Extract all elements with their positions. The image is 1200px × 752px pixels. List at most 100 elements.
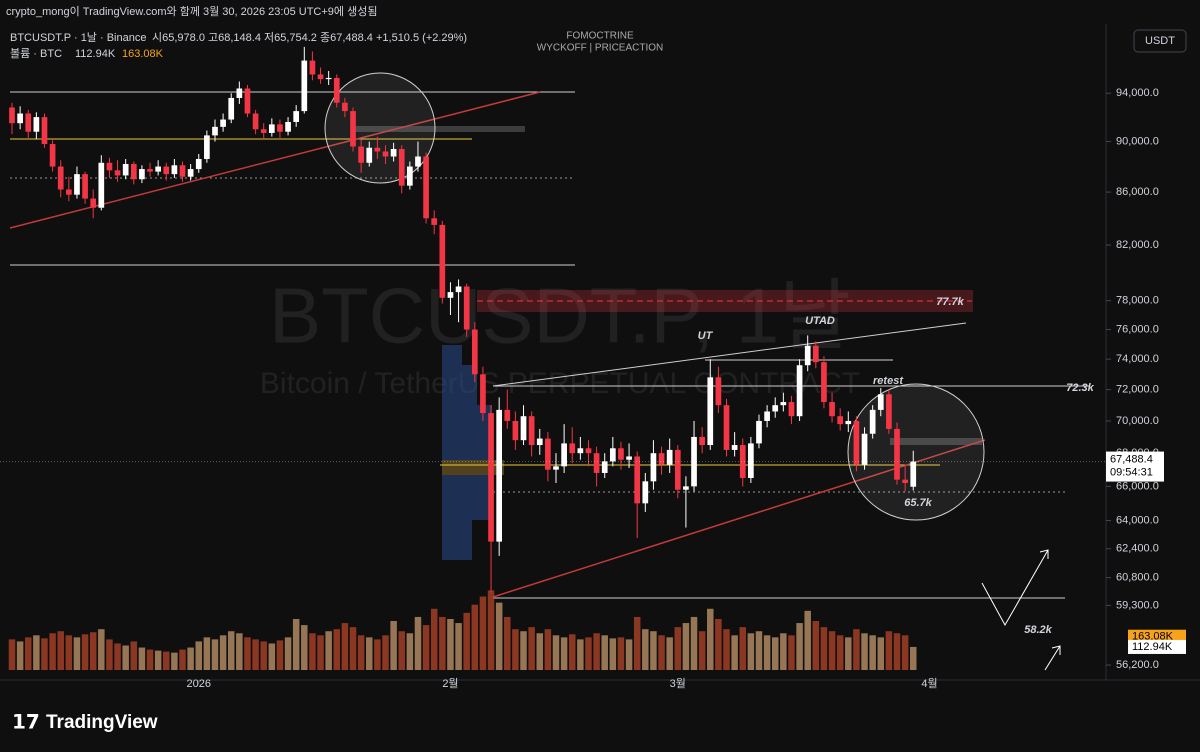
volume-bar [374, 639, 381, 670]
volume-bar [163, 651, 170, 670]
candle-body [333, 77, 340, 103]
candle-body [447, 292, 454, 298]
volume-bar [49, 633, 56, 670]
volume-bar [301, 625, 308, 670]
candle-body [350, 111, 356, 147]
candle-body [609, 448, 616, 462]
volume-bar [552, 635, 560, 670]
annotation: 58.2k [1024, 624, 1052, 636]
candle-body [780, 402, 787, 406]
author: WYCKOFF | PRICEACTION [537, 43, 664, 54]
candle-body [545, 438, 551, 470]
candle-body [772, 405, 779, 412]
y-tick-label: 62,400.0 [1116, 543, 1159, 555]
volume-bar [715, 618, 722, 670]
countdown: 09:54:31 [1110, 466, 1153, 478]
candle-body [691, 436, 697, 487]
volume-bar [366, 637, 373, 670]
volume-bar [284, 637, 292, 670]
volume-bar [479, 596, 487, 670]
volume-bar [455, 623, 462, 670]
volume-bar [390, 621, 397, 670]
volume-bar [877, 637, 885, 670]
volume-bar [195, 641, 202, 670]
volume-bar [788, 635, 795, 670]
candle-body [626, 456, 632, 460]
candle-body [260, 129, 267, 133]
logo-text: TradingView [46, 712, 158, 733]
y-tick-label: 82,000.0 [1116, 239, 1159, 251]
candle-body [731, 445, 738, 450]
volume-bar [487, 590, 495, 670]
candle-body [293, 111, 300, 122]
volume-bar [698, 631, 706, 670]
candle-body [601, 461, 608, 473]
volume-bar [585, 637, 592, 670]
volume-bar [812, 621, 820, 670]
volume-bar [260, 641, 267, 670]
currency-button-label[interactable]: USDT [1145, 35, 1175, 47]
x-tick-label: 3월 [670, 677, 686, 690]
volume-bar [447, 618, 454, 670]
zone [477, 290, 973, 312]
x-tick-label: 4월 [921, 677, 937, 690]
volume-value: 112.94K [75, 48, 116, 60]
volume-bar [422, 625, 430, 670]
candle-body [739, 445, 746, 478]
candle-body [804, 345, 811, 366]
currency-button[interactable] [1133, 29, 1187, 53]
volume-bar [568, 634, 576, 670]
volume-ma-label: 163.08K [1132, 631, 1174, 643]
volume-bar [114, 643, 121, 670]
candle-body [155, 166, 161, 172]
ohlc: 시65,978.0 고68,148.4 저65,754.2 종67,488.4 … [152, 31, 467, 44]
volume-bar [130, 641, 138, 670]
candle-body [90, 198, 97, 208]
credit: crypto_mong이 TradingView.com와 함께 3월 30, … [6, 5, 377, 18]
candle-body [317, 74, 324, 80]
candle-body [894, 428, 900, 480]
volume-bar [65, 635, 73, 670]
candle-body [179, 165, 186, 177]
candle-body [821, 362, 827, 403]
candle-body [114, 170, 121, 176]
candle-body [650, 453, 657, 482]
candle-body [634, 456, 641, 504]
volume-bar [171, 652, 178, 670]
volume-bar [382, 635, 389, 670]
candle-body [431, 218, 438, 225]
annotation: UT [698, 330, 714, 342]
candle-body [886, 394, 892, 429]
volume-bar [138, 647, 146, 670]
candle-body [236, 88, 243, 98]
last-price-box [1106, 451, 1164, 482]
candle-body [82, 174, 88, 199]
projection-arrow [981, 549, 1049, 627]
candle-body [204, 135, 210, 159]
volume-bar [219, 635, 227, 670]
volume-bar [33, 635, 40, 670]
volume-bar [357, 635, 365, 670]
symbol: BTCUSDT.P · 1날 · Binance [10, 31, 146, 44]
volume-bar [682, 623, 690, 670]
candle-body [471, 329, 478, 375]
candle-body [910, 461, 917, 487]
price-axis [1106, 0, 1200, 680]
volume-bar [885, 631, 893, 670]
volume-bar [528, 627, 535, 670]
volume-bar [236, 633, 243, 670]
volume-bar [341, 623, 349, 670]
volume-bar [504, 616, 511, 670]
highlight-circle [324, 72, 436, 184]
candle-body [106, 162, 113, 171]
profile-bar [442, 365, 477, 405]
volume-bar [154, 650, 162, 670]
annotation: 72.3k [1066, 382, 1094, 394]
volume-bar [836, 635, 844, 670]
candle-body [715, 377, 722, 406]
volume-bar [642, 629, 649, 670]
candle-body [788, 402, 795, 417]
volume-bar [690, 616, 698, 670]
volume-bar [41, 638, 48, 670]
